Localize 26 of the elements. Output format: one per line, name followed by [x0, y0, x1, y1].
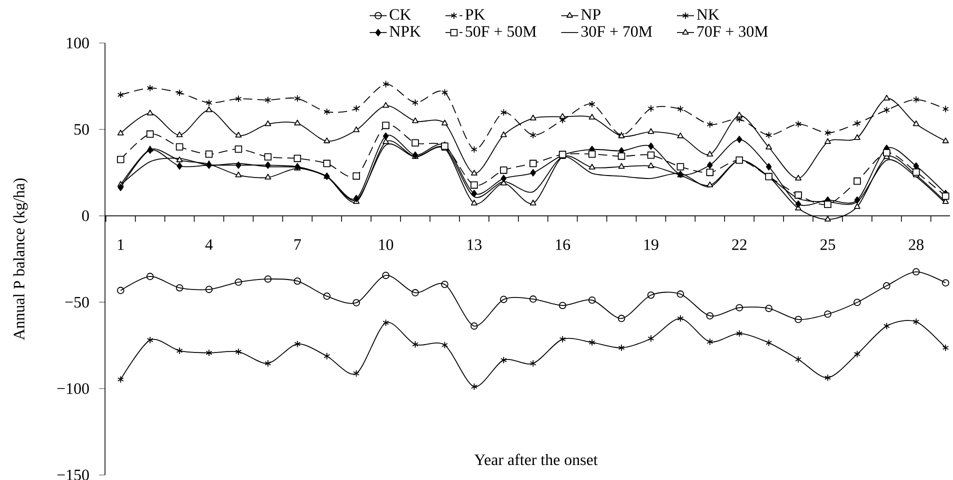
legend-label: 50F + 50M — [466, 26, 536, 37]
legend-label: NK — [696, 9, 720, 20]
y-axis-title: Annual P balance (kg/ha) — [13, 178, 28, 340]
x-tick-label: 28 — [908, 239, 924, 250]
legend-label: 30F + 70M — [581, 26, 652, 37]
x-tick-label: 1 — [118, 239, 124, 250]
y-tick-label: −50 — [65, 296, 89, 308]
x-axis-title: Year after the onset — [474, 454, 598, 466]
legend-label: CK — [390, 9, 412, 20]
x-tick-label: 22 — [732, 239, 746, 250]
y-tick-label: −100 — [57, 383, 89, 394]
y-tick-label: −150 — [57, 470, 89, 480]
legend-label: PK — [465, 9, 486, 20]
x-tick-label: 25 — [820, 239, 836, 250]
x-tick-label: 19 — [644, 239, 658, 250]
legend-label: NP — [581, 9, 600, 20]
x-tick-label: 7 — [294, 239, 301, 250]
legend-label: NPK — [390, 26, 421, 37]
y-tick-label: 50 — [74, 124, 89, 135]
y-tick-label: 100 — [66, 38, 89, 48]
x-tick-label: 4 — [205, 239, 213, 250]
legend-label: 70F + 30M — [697, 26, 768, 37]
x-tick-label: 10 — [379, 239, 394, 250]
x-tick-label: 16 — [556, 239, 570, 250]
y-tick-label: 0 — [82, 210, 89, 222]
x-tick-label: 13 — [468, 239, 482, 250]
